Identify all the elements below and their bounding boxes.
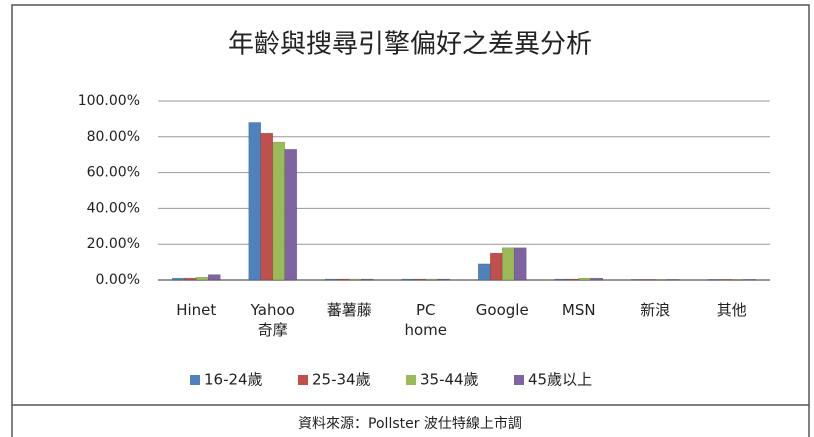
bar bbox=[360, 278, 374, 281]
bar bbox=[731, 279, 745, 281]
bar bbox=[195, 277, 209, 281]
bar bbox=[489, 252, 503, 281]
bar bbox=[284, 149, 298, 281]
bar bbox=[324, 278, 338, 281]
bar bbox=[554, 278, 568, 281]
bar bbox=[401, 278, 415, 281]
x-tick-label: Hinet bbox=[176, 301, 217, 319]
x-tick-label: 其他 bbox=[716, 301, 747, 319]
bar bbox=[513, 247, 527, 281]
bar bbox=[336, 278, 350, 281]
legend-label: 16-24歲 bbox=[204, 371, 263, 389]
bar bbox=[642, 279, 656, 281]
legend-label: 45歲以上 bbox=[528, 371, 592, 389]
legend-swatch bbox=[298, 375, 308, 385]
bar bbox=[171, 277, 185, 281]
chart-title: 年齡與搜尋引擎偏好之差異分析 bbox=[228, 30, 592, 60]
bar bbox=[743, 279, 757, 281]
bar bbox=[666, 279, 680, 281]
bar bbox=[207, 274, 221, 281]
legend-swatch bbox=[514, 375, 524, 385]
y-tick-label: 40.00% bbox=[87, 200, 140, 216]
y-tick-label: 60.00% bbox=[87, 165, 140, 181]
bar bbox=[719, 279, 733, 281]
bar bbox=[578, 277, 592, 281]
bar bbox=[248, 122, 262, 281]
bar bbox=[183, 277, 197, 281]
bar bbox=[348, 278, 362, 281]
bar bbox=[425, 278, 439, 281]
y-tick-label: 20.00% bbox=[87, 236, 140, 252]
bar bbox=[707, 279, 721, 281]
source-note: 資料來源：Pollster 波仕特線上市調 bbox=[298, 415, 522, 432]
x-tick-label: Google bbox=[475, 301, 529, 319]
y-tick-label: 100.00% bbox=[78, 93, 140, 109]
y-tick-label: 80.00% bbox=[87, 129, 140, 145]
legend-label: 25-34歲 bbox=[312, 371, 371, 389]
x-tick-label: 蕃薯藤 bbox=[326, 301, 372, 319]
bar bbox=[566, 278, 580, 281]
y-tick-label: 0.00% bbox=[96, 272, 140, 288]
x-tick-label: MSN bbox=[561, 301, 596, 319]
legend-swatch bbox=[406, 375, 416, 385]
bar bbox=[654, 279, 668, 281]
bar bbox=[272, 141, 286, 281]
bar bbox=[260, 132, 274, 281]
bar bbox=[437, 278, 451, 281]
bar bbox=[413, 278, 427, 281]
bar bbox=[501, 247, 515, 281]
x-tick-label: Yahoo 奇摩 bbox=[250, 301, 295, 339]
bar bbox=[477, 263, 491, 281]
chart-frame bbox=[11, 4, 810, 406]
x-tick-label: 新浪 bbox=[640, 301, 671, 319]
legend-label: 35-44歲 bbox=[420, 371, 479, 389]
x-tick-label: PC home bbox=[404, 301, 448, 339]
bar bbox=[590, 277, 604, 281]
legend-swatch bbox=[190, 375, 200, 385]
bar bbox=[630, 279, 644, 281]
